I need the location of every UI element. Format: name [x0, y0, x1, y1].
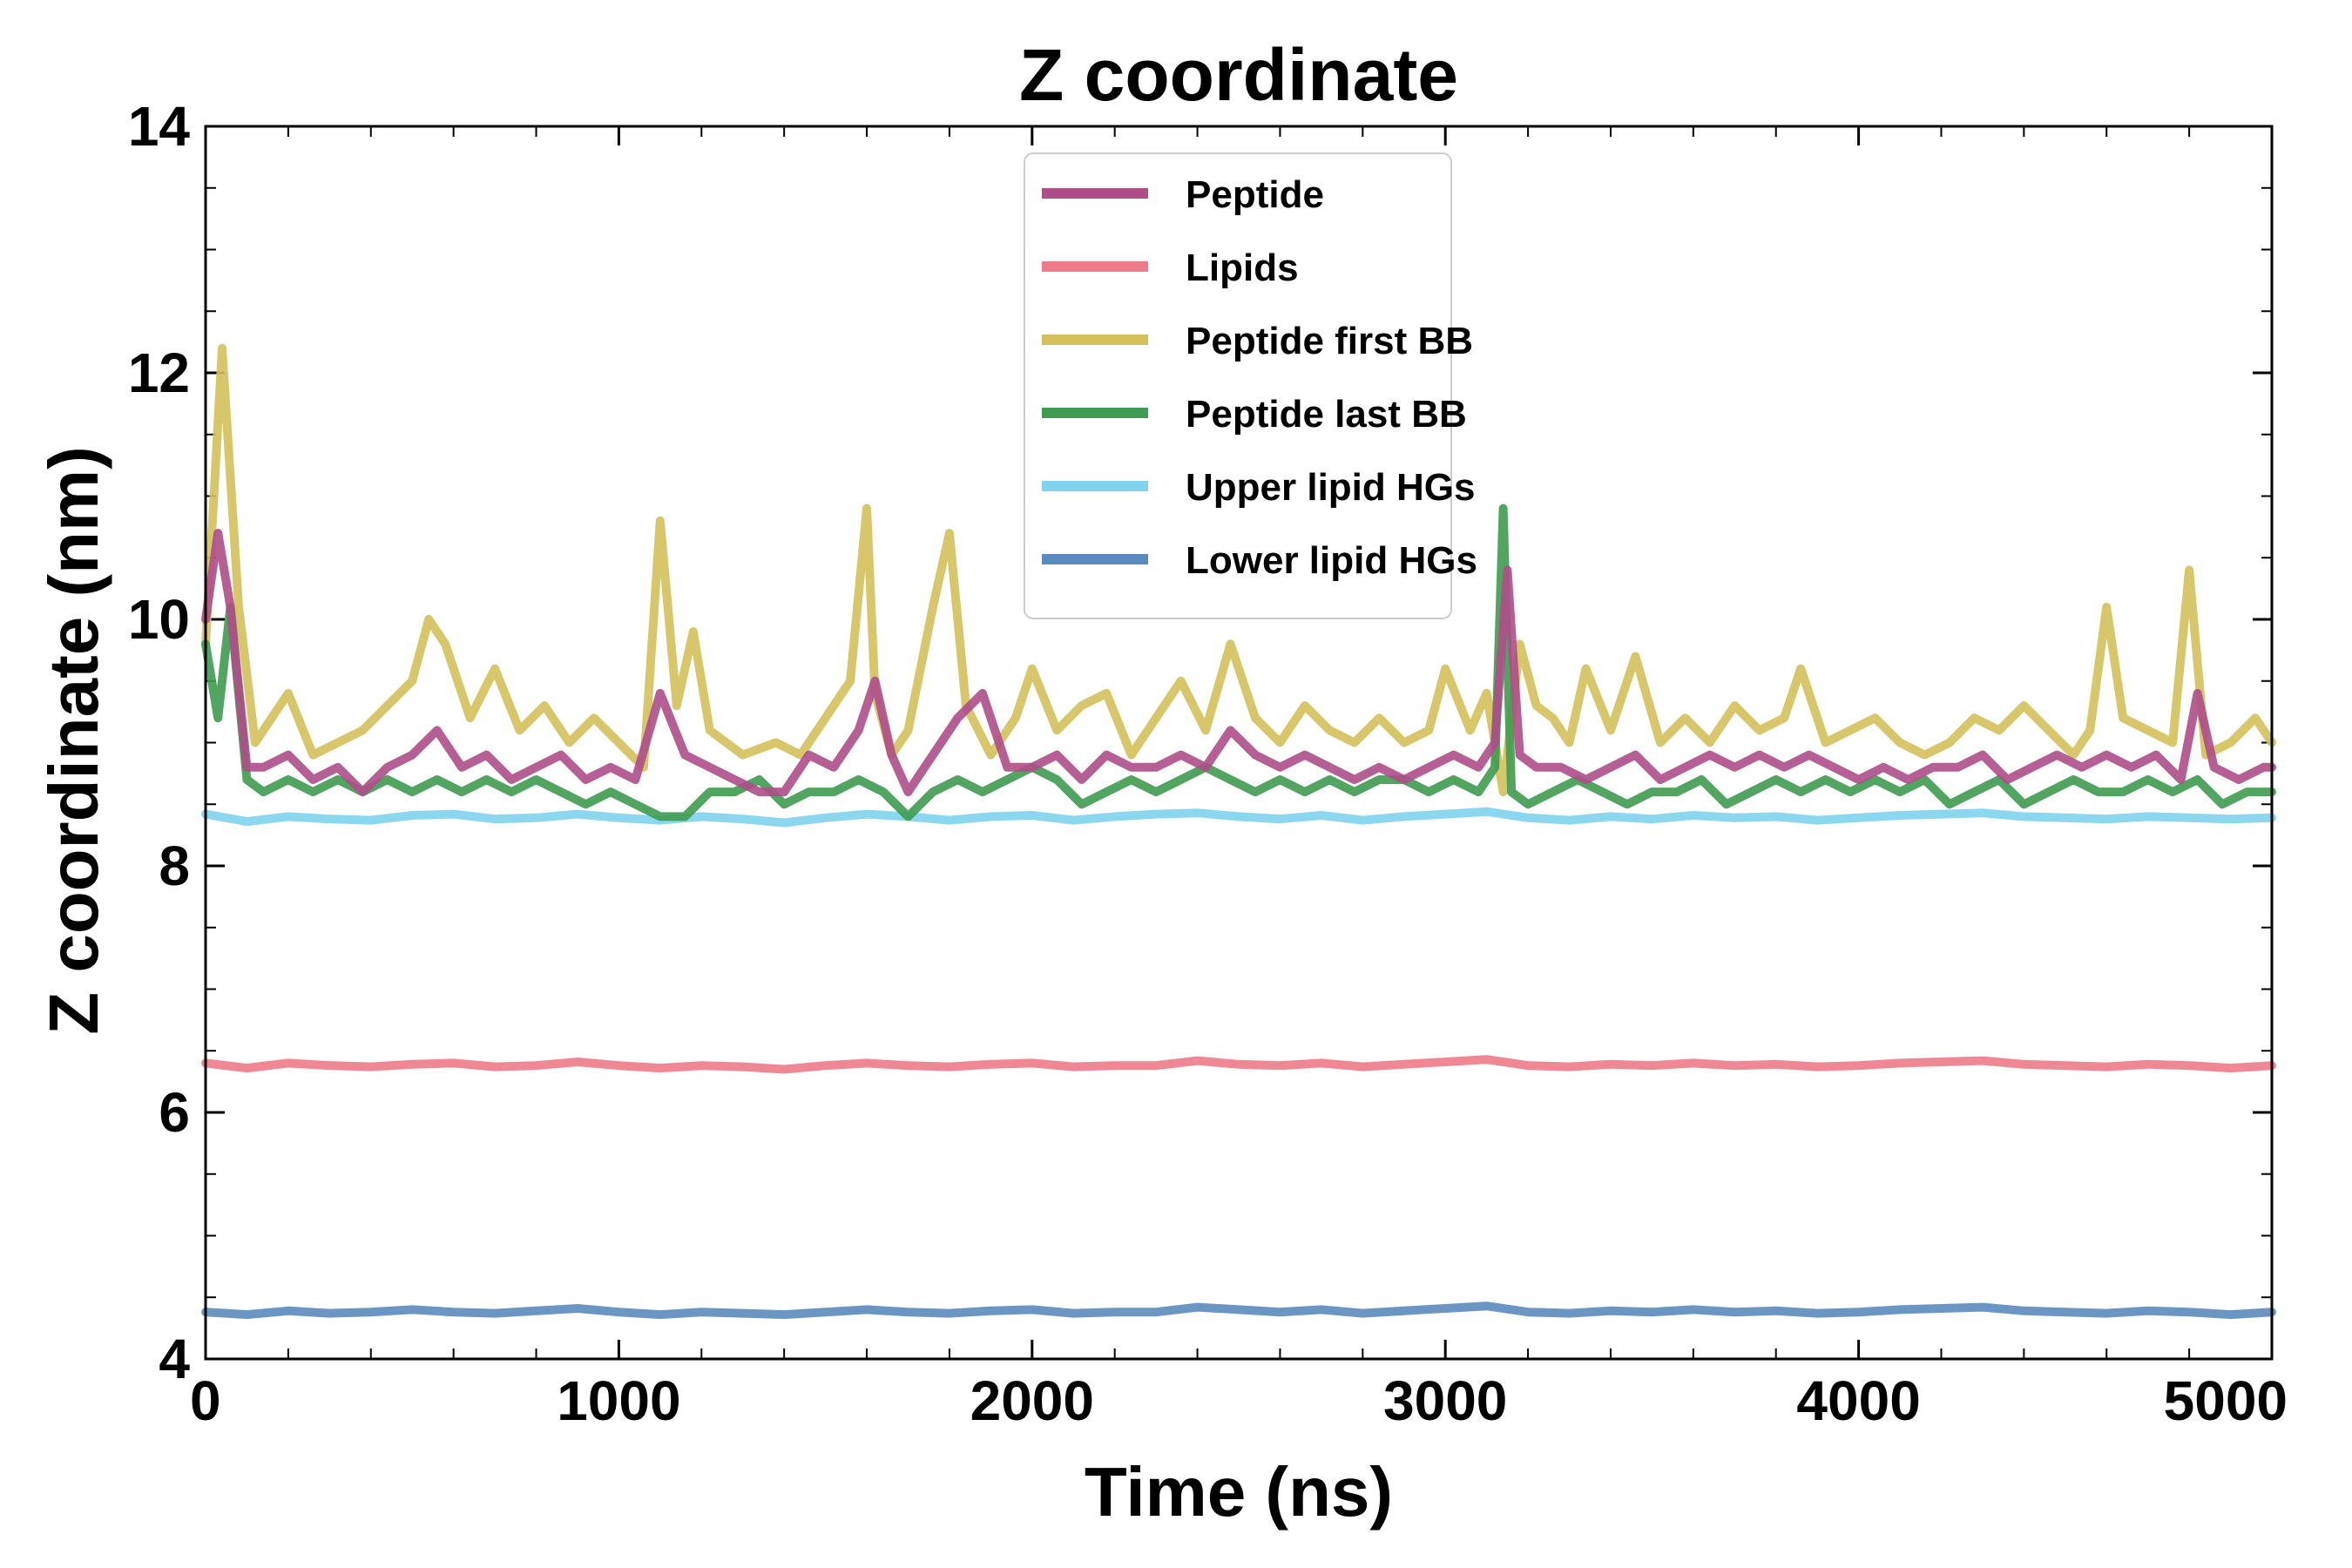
y-tick-label: 4 — [159, 1328, 190, 1390]
y-tick-label: 14 — [128, 95, 191, 158]
x-tick-label: 2000 — [970, 1369, 1094, 1432]
series-line-peptide-last-bb — [201, 504, 2276, 821]
legend-label-peptide: Peptide — [1186, 173, 1324, 216]
x-tick-label: 5000 — [2164, 1369, 2288, 1432]
series-layer — [201, 343, 2276, 1320]
chart-title: Z coordinate — [1019, 34, 1458, 116]
legend-label-upper-lipid-hgs: Upper lipid HGs — [1186, 466, 1475, 509]
series-line-peptide-first-bb — [201, 343, 2276, 797]
y-axis-label: Z coordinate (nm) — [35, 446, 112, 1035]
y-tick-label: 12 — [128, 341, 190, 404]
y-tick-label: 6 — [159, 1081, 190, 1144]
series-line-lipids — [201, 1055, 2276, 1074]
y-tick-label: 8 — [159, 835, 190, 897]
legend-label-lipids: Lipids — [1186, 247, 1299, 289]
x-tick-label: 4000 — [1796, 1369, 1920, 1432]
series-line-peptide — [201, 529, 2276, 797]
legend-label-peptide-last-bb: Peptide last BB — [1186, 393, 1467, 436]
x-tick-label: 1000 — [557, 1369, 680, 1432]
plot-frame — [204, 125, 2274, 1361]
x-tick-label: 0 — [190, 1369, 221, 1432]
y-tick-label: 10 — [128, 588, 190, 651]
series-line-lower-lipid-hgs — [201, 1301, 2276, 1320]
legend-label-peptide-first-bb: Peptide first BB — [1186, 320, 1473, 362]
x-axis-label: Time (ns) — [1085, 1453, 1393, 1531]
ticks-layer: 0 1000 2000 3000 4000 5000 4 6 8 10 12 14 — [128, 95, 2288, 1432]
x-tick-label: 3000 — [1383, 1369, 1507, 1432]
legend: Peptide Lipids Peptide first BB Peptide las… — [1024, 152, 1477, 619]
series-line-upper-lipid-hgs — [201, 807, 2276, 828]
legend-label-lower-lipid-hgs: Lower lipid HGs — [1186, 539, 1477, 582]
